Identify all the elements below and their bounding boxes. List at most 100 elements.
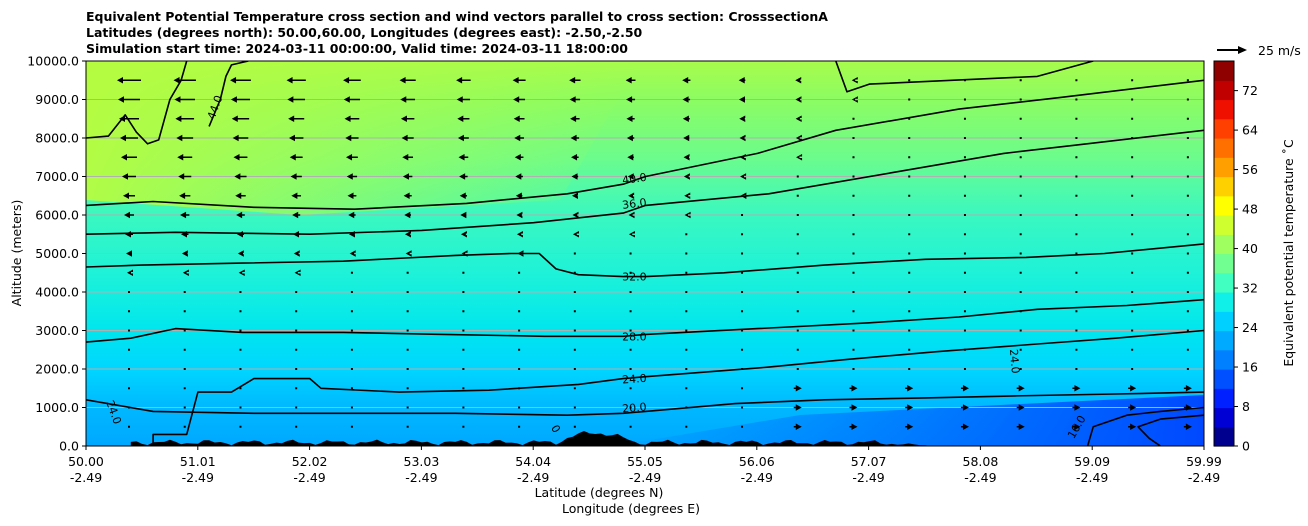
wind-vector — [685, 348, 688, 351]
wind-vector — [795, 96, 802, 103]
wind-vector — [963, 156, 966, 159]
wind-vector — [573, 348, 576, 351]
wind-vector — [1075, 175, 1078, 178]
wind-vector — [183, 406, 186, 409]
wind-vector — [343, 96, 361, 103]
wind-vector — [628, 192, 635, 199]
wind-vector — [1016, 404, 1025, 411]
wind-vector — [960, 404, 969, 411]
wind-vector — [294, 269, 301, 276]
wind-vector — [128, 425, 130, 428]
x-tick-label-latitude: 51.01 — [180, 454, 216, 469]
wind-vector — [1019, 79, 1022, 82]
colorbar-tick-label: 24 — [1242, 320, 1258, 335]
y-tick-label: 0.0 — [59, 439, 79, 454]
wind-vector — [179, 192, 191, 199]
wind-vector — [292, 211, 301, 219]
wind-vector — [1072, 385, 1081, 392]
wind-vector — [458, 154, 469, 161]
wind-vector — [402, 154, 414, 161]
wind-vector — [851, 77, 858, 84]
wind-vector — [1183, 423, 1192, 430]
contour-line-24 — [152, 329, 1204, 446]
wind-vector — [852, 194, 855, 197]
wind-vector — [1075, 252, 1078, 255]
wind-vector — [852, 214, 855, 216]
wind-vector — [406, 271, 409, 274]
wind-vector — [232, 134, 249, 142]
wind-vector — [345, 134, 359, 142]
wind-vector — [629, 348, 632, 351]
wind-vector — [1186, 329, 1189, 332]
wind-vector — [627, 154, 634, 161]
wind-vector — [518, 368, 521, 370]
title-line-3: Simulation start time: 2024-03-11 00:00:… — [86, 41, 628, 56]
quiver-key-arrow-head — [1238, 46, 1247, 54]
wind-vector — [852, 291, 855, 293]
colorbar-swatch — [1214, 80, 1234, 101]
wind-vector — [518, 291, 521, 293]
title-line-1: Equivalent Potential Temperature cross s… — [86, 9, 828, 24]
colorbar-label: Equivalent potential temperature ˚C — [1281, 139, 1296, 367]
wind-vector — [739, 115, 746, 122]
wind-vector — [629, 310, 632, 313]
wind-vector — [513, 115, 525, 122]
wind-vector — [239, 291, 242, 293]
wind-vector — [1019, 156, 1022, 159]
wind-vector — [1075, 117, 1078, 120]
wind-vector — [234, 173, 247, 180]
wind-vector — [183, 291, 186, 293]
wind-vector — [629, 271, 632, 274]
wind-vector — [852, 329, 855, 332]
contour-line-44 — [208, 61, 249, 127]
wind-vector — [1019, 291, 1022, 293]
wind-vector — [684, 192, 691, 199]
wind-vector — [573, 252, 576, 255]
wind-vector — [685, 329, 688, 332]
wind-vector — [180, 211, 190, 219]
contour-label: 32.0 — [622, 271, 647, 284]
colorbar-tick-label: 0 — [1242, 439, 1250, 454]
wind-vector — [741, 387, 744, 390]
wind-vector — [239, 348, 242, 351]
wind-vector — [289, 154, 303, 161]
wind-vector — [849, 385, 858, 392]
wind-vector — [462, 387, 465, 390]
wind-vector — [515, 173, 523, 180]
wind-vector — [628, 211, 635, 219]
wind-vector — [239, 368, 242, 370]
x-tick-label-longitude: -2.49 — [741, 470, 773, 485]
wind-vector — [851, 96, 858, 103]
wind-vector — [683, 173, 690, 180]
wind-vector — [1186, 79, 1189, 82]
wind-vector — [741, 425, 744, 428]
wind-vector — [963, 117, 966, 120]
wind-vector — [852, 137, 855, 139]
wind-vector — [571, 173, 579, 180]
y-axis: 0.0 1000.0 2000.0 3000.0 4000.0 5000.0 6000.0 7… — [27, 54, 86, 454]
wind-vector — [239, 387, 242, 390]
wind-vector — [573, 310, 576, 313]
wind-vector — [1186, 175, 1189, 178]
x-tick-label-latitude: 54.04 — [515, 454, 551, 469]
wind-vector — [518, 310, 521, 313]
wind-vector — [573, 406, 576, 409]
wind-vector — [1072, 423, 1081, 430]
wind-vector — [514, 134, 524, 142]
wind-vector — [739, 134, 746, 142]
wind-vector — [230, 77, 251, 84]
terrain-silhouette — [130, 431, 937, 446]
colorbar-swatch — [1214, 407, 1234, 428]
wind-vector — [908, 137, 911, 139]
wind-vector — [1075, 329, 1078, 332]
wind-vector — [350, 291, 353, 293]
wind-vector — [1019, 137, 1022, 139]
wind-vector — [1186, 291, 1189, 293]
wind-vector — [685, 252, 688, 255]
wind-vector — [796, 271, 799, 274]
wind-vector — [128, 348, 130, 351]
wind-vector — [287, 96, 306, 103]
title-line-2: Latitudes (degrees north): 50.00,60.00, … — [86, 25, 643, 40]
colorbar-tick-label: 48 — [1242, 202, 1258, 217]
x-tick-label-longitude: -2.49 — [405, 470, 437, 485]
